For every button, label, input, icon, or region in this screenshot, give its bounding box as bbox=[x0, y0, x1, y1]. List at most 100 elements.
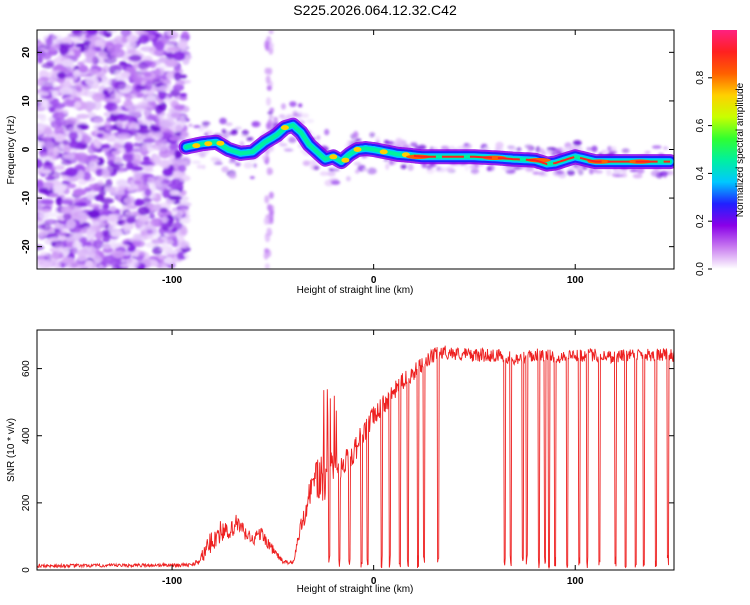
noise-blob bbox=[614, 168, 622, 175]
noise-blob bbox=[112, 43, 124, 49]
noise-blob bbox=[117, 189, 125, 196]
noise-blob bbox=[261, 154, 267, 161]
noise-blob bbox=[153, 232, 162, 239]
noise-blob bbox=[65, 99, 74, 106]
noise-blob bbox=[94, 67, 107, 77]
noise-blob bbox=[362, 168, 369, 172]
spectrogram-noise-blobs bbox=[37, 30, 674, 269]
noise-blob bbox=[127, 120, 137, 129]
noise-blob bbox=[264, 195, 270, 204]
noise-blob bbox=[221, 128, 226, 134]
noise-blob bbox=[100, 221, 111, 226]
noise-blob bbox=[45, 37, 53, 46]
y-tick-label: 200 bbox=[21, 494, 32, 511]
noise-blob bbox=[268, 168, 274, 175]
noise-blob bbox=[68, 126, 82, 133]
noise-blob bbox=[219, 117, 227, 125]
noise-blob bbox=[129, 54, 142, 62]
noise-blob bbox=[167, 46, 180, 53]
noise-blob bbox=[90, 222, 101, 227]
noise-blob bbox=[170, 183, 184, 190]
noise-blob bbox=[555, 170, 565, 175]
noise-blob bbox=[59, 226, 70, 233]
noise-blob bbox=[109, 125, 116, 131]
noise-blob bbox=[102, 89, 109, 95]
noise-blob bbox=[615, 174, 624, 178]
noise-blob bbox=[269, 209, 275, 216]
noise-blob bbox=[486, 166, 492, 172]
noise-blob bbox=[175, 124, 183, 132]
noise-blob bbox=[122, 153, 135, 162]
noise-blob bbox=[83, 47, 97, 58]
noise-blob bbox=[112, 250, 125, 259]
noise-blob bbox=[74, 101, 82, 109]
noise-blob bbox=[162, 168, 174, 177]
noise-blob bbox=[127, 128, 139, 135]
noise-blob bbox=[538, 173, 549, 177]
noise-blob bbox=[139, 144, 148, 152]
noise-blob bbox=[85, 233, 96, 240]
noise-blob bbox=[249, 176, 255, 180]
noise-blob bbox=[88, 161, 97, 169]
noise-blob bbox=[346, 176, 351, 182]
noise-blob bbox=[45, 175, 55, 181]
noise-blob bbox=[38, 211, 50, 220]
noise-blob bbox=[355, 138, 362, 142]
noise-blob bbox=[546, 150, 553, 155]
noise-blob bbox=[54, 164, 65, 171]
noise-blob bbox=[61, 160, 72, 166]
noise-blob bbox=[265, 75, 271, 84]
noise-blob bbox=[74, 152, 89, 162]
noise-blob bbox=[354, 169, 360, 174]
noise-blob bbox=[53, 259, 61, 269]
noise-blob bbox=[263, 251, 269, 260]
noise-blob bbox=[168, 150, 176, 158]
noise-blob bbox=[171, 227, 178, 233]
noise-blob bbox=[58, 111, 65, 119]
noise-blob bbox=[174, 150, 183, 159]
noise-blob bbox=[266, 227, 272, 236]
noise-blob bbox=[176, 251, 184, 260]
noise-blob bbox=[163, 256, 174, 265]
y-tick-label: -20 bbox=[21, 239, 32, 254]
noise-blob bbox=[132, 153, 142, 162]
noise-blob bbox=[96, 157, 105, 166]
noise-blob bbox=[138, 61, 148, 70]
noise-blob bbox=[69, 232, 83, 241]
noise-blob bbox=[93, 117, 105, 124]
noise-blob bbox=[375, 136, 381, 142]
noise-blob bbox=[82, 171, 92, 181]
noise-blob bbox=[508, 146, 517, 152]
y-tick-label: 400 bbox=[21, 427, 32, 444]
noise-blob bbox=[172, 51, 186, 61]
noise-blob bbox=[62, 213, 72, 221]
noise-blob bbox=[86, 191, 97, 201]
noise-blob bbox=[82, 245, 96, 255]
noise-blob bbox=[50, 34, 64, 45]
noise-blob bbox=[313, 165, 320, 171]
noise-blob bbox=[264, 248, 270, 254]
noise-blob bbox=[410, 142, 418, 148]
noise-blob bbox=[37, 113, 46, 119]
noise-blob bbox=[111, 150, 121, 156]
figure-title: S225.2026.064.12.32.C42 bbox=[293, 2, 457, 18]
noise-blob bbox=[179, 209, 190, 215]
noise-blob bbox=[168, 232, 177, 238]
noise-blob bbox=[176, 205, 190, 211]
noise-blob bbox=[102, 203, 110, 210]
noise-blob bbox=[264, 40, 270, 50]
noise-blob bbox=[124, 93, 133, 102]
noise-blob bbox=[566, 169, 575, 176]
noise-blob bbox=[81, 88, 90, 93]
noise-blob bbox=[116, 119, 129, 129]
noise-blob bbox=[67, 259, 79, 269]
noise-blob bbox=[37, 255, 45, 265]
hotspot bbox=[280, 125, 289, 131]
noise-blob bbox=[92, 239, 104, 249]
noise-blob bbox=[86, 68, 99, 75]
hotspot bbox=[379, 149, 388, 155]
noise-blob bbox=[94, 194, 105, 201]
noise-blob bbox=[288, 136, 297, 143]
noise-blob bbox=[56, 185, 67, 193]
noise-blob bbox=[127, 49, 138, 55]
